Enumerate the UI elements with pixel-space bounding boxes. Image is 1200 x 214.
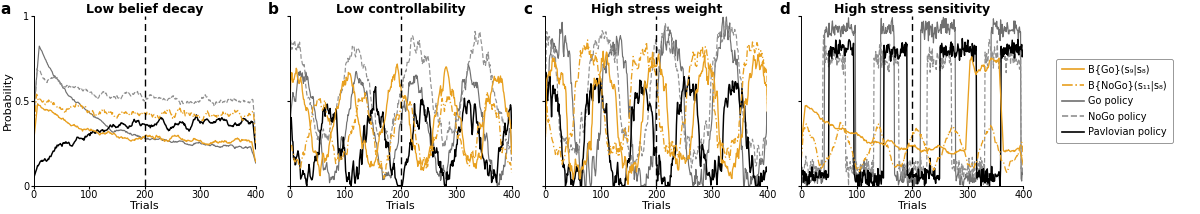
Text: d: d	[779, 2, 790, 17]
Y-axis label: Probability: Probability	[2, 71, 13, 130]
Text: b: b	[268, 2, 278, 17]
X-axis label: Trials: Trials	[898, 201, 926, 211]
Title: High stress weight: High stress weight	[590, 3, 722, 16]
Title: Low belief decay: Low belief decay	[86, 3, 204, 16]
Legend: B{Go}(s₉|s₈), B{NoGo}(s₁₁|s₈), Go policy, NoGo policy, Pavlovian policy: B{Go}(s₉|s₈), B{NoGo}(s₁₁|s₈), Go policy…	[1056, 59, 1172, 143]
Text: c: c	[523, 2, 533, 17]
Title: High stress sensitivity: High stress sensitivity	[834, 3, 990, 16]
X-axis label: Trials: Trials	[386, 201, 415, 211]
X-axis label: Trials: Trials	[131, 201, 160, 211]
X-axis label: Trials: Trials	[642, 201, 671, 211]
Text: a: a	[0, 2, 11, 17]
Title: Low controllability: Low controllability	[336, 3, 466, 16]
